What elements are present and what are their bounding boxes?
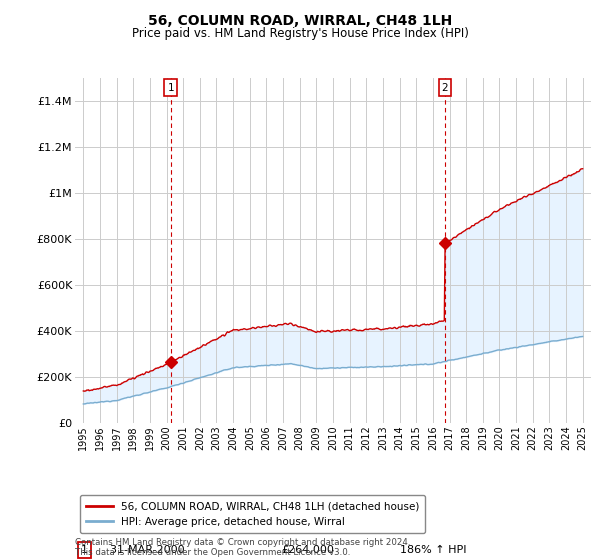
Text: 1: 1	[81, 545, 88, 555]
Text: Contains HM Land Registry data © Crown copyright and database right 2024.
This d: Contains HM Land Registry data © Crown c…	[75, 538, 410, 557]
Text: Price paid vs. HM Land Registry's House Price Index (HPI): Price paid vs. HM Land Registry's House …	[131, 27, 469, 40]
Text: 1: 1	[167, 82, 174, 92]
Text: 56, COLUMN ROAD, WIRRAL, CH48 1LH: 56, COLUMN ROAD, WIRRAL, CH48 1LH	[148, 14, 452, 28]
Text: 186% ↑ HPI: 186% ↑ HPI	[400, 545, 467, 555]
Legend: 56, COLUMN ROAD, WIRRAL, CH48 1LH (detached house), HPI: Average price, detached: 56, COLUMN ROAD, WIRRAL, CH48 1LH (detac…	[80, 495, 425, 533]
Text: 31-MAR-2000: 31-MAR-2000	[103, 545, 185, 555]
Text: 2: 2	[442, 82, 448, 92]
Text: £264,000: £264,000	[281, 545, 334, 555]
